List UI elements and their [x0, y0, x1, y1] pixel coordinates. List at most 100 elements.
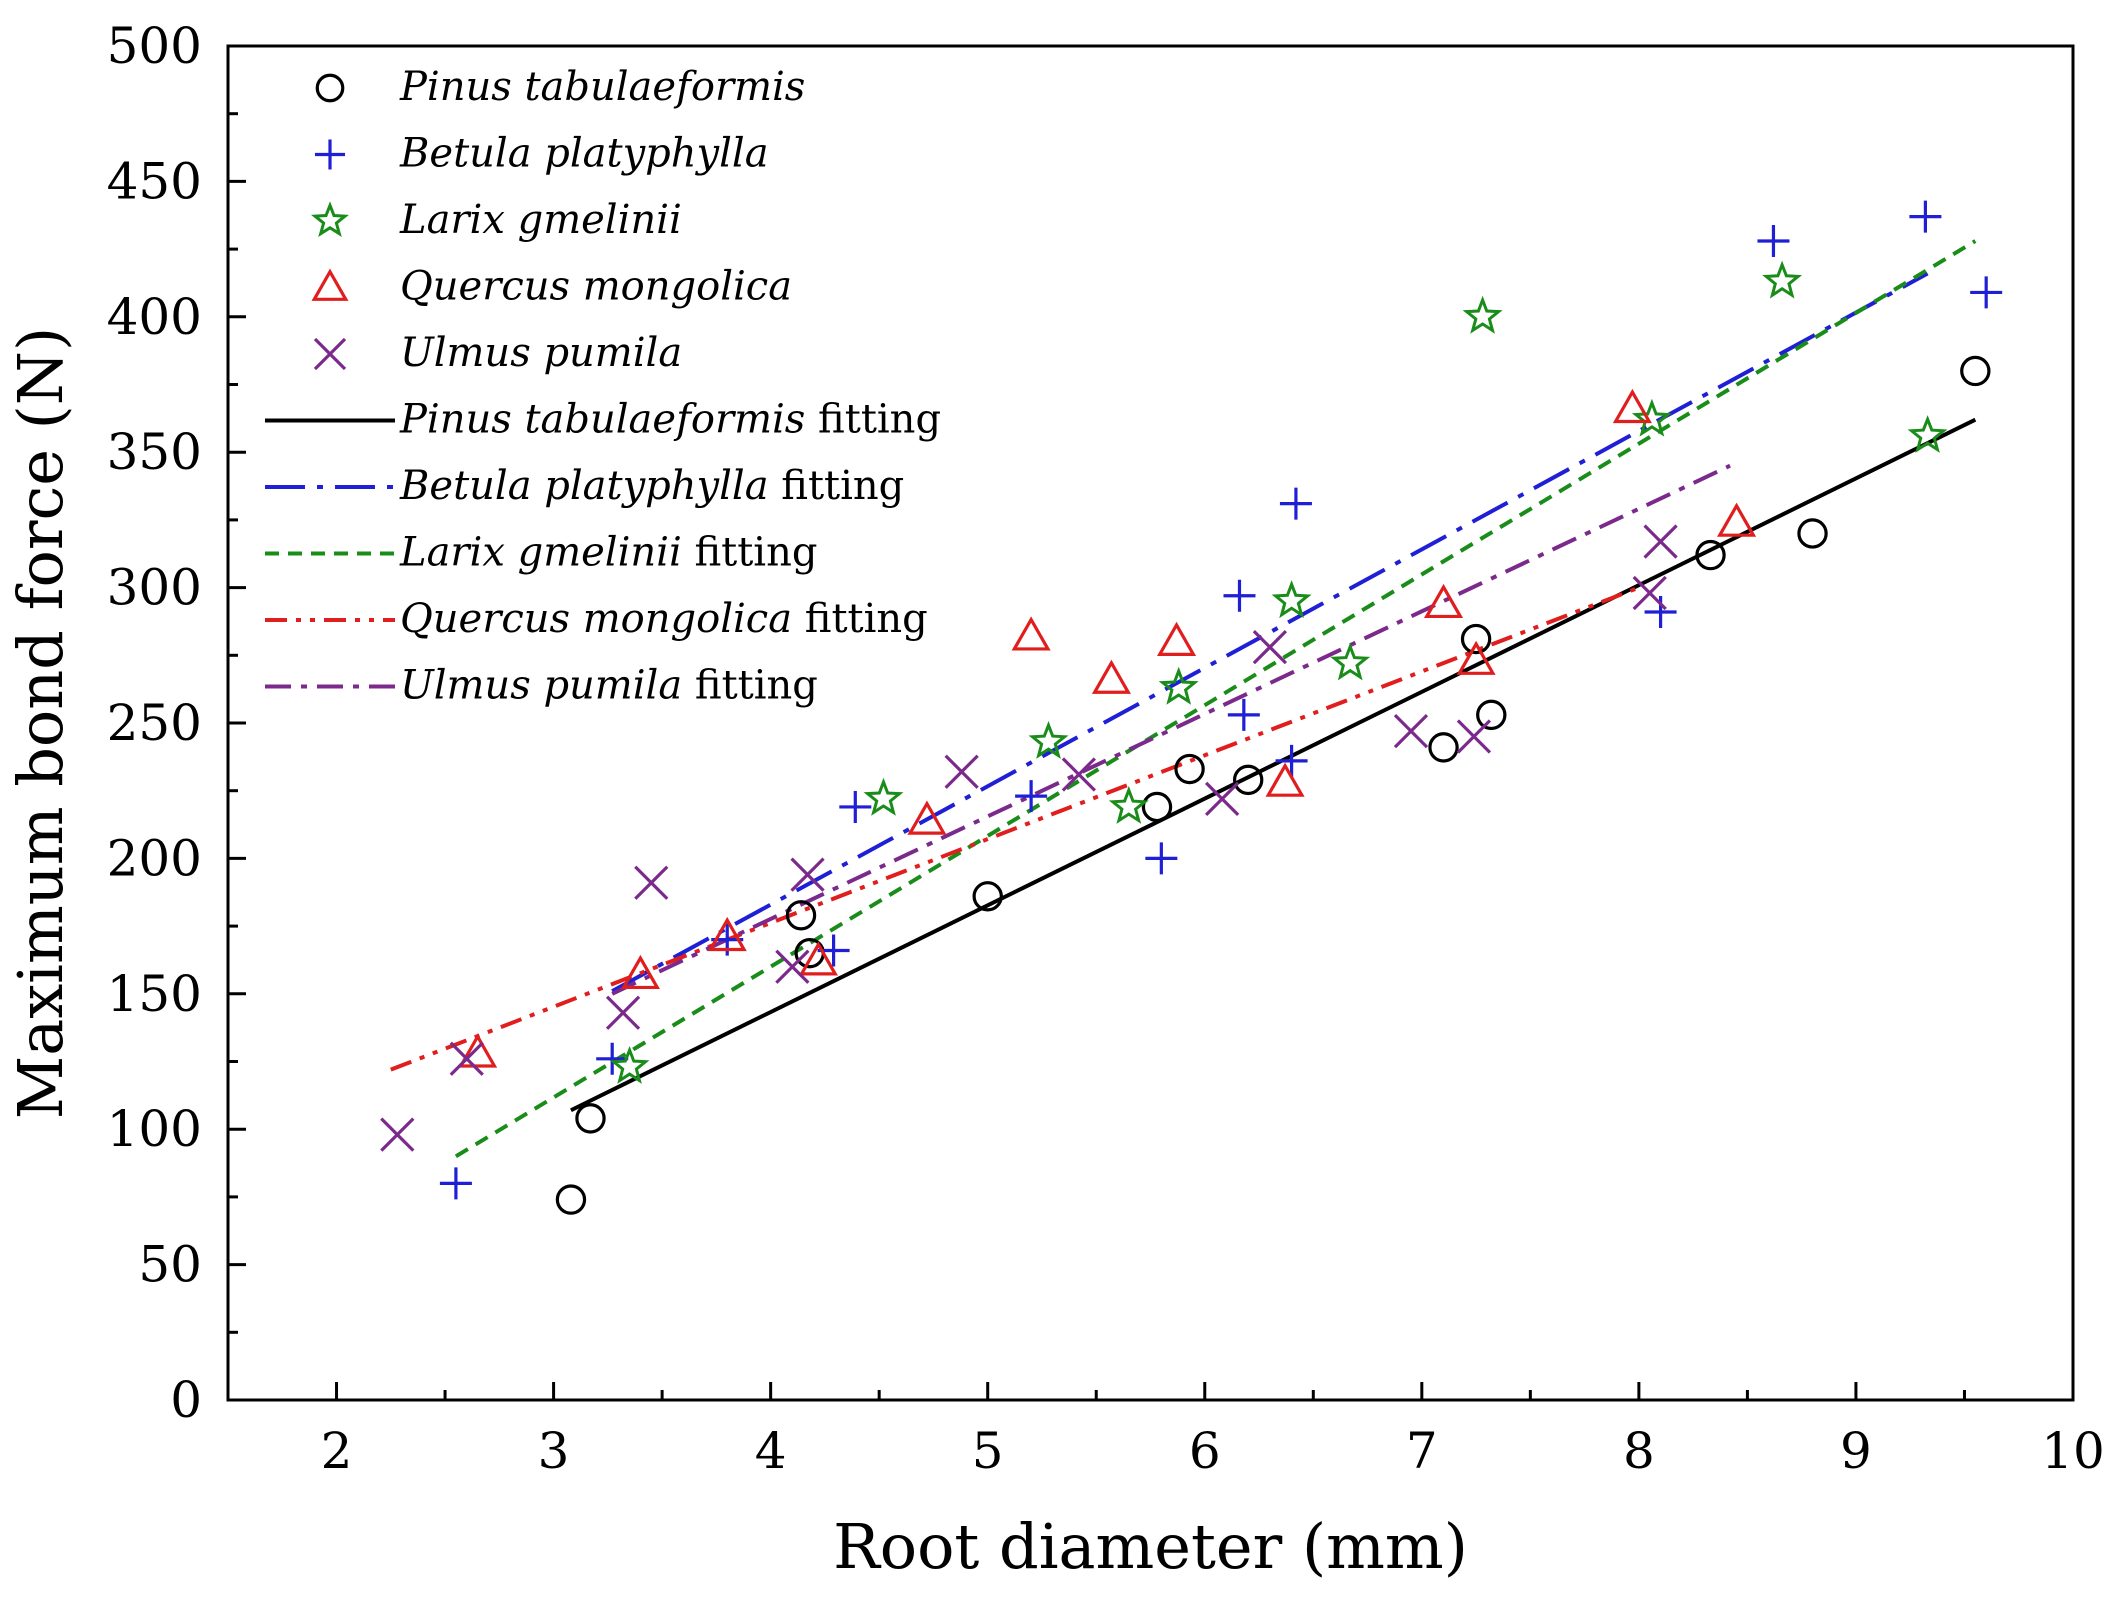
data-point-triangle [1717, 502, 1757, 537]
legend-fit-label: Ulmus pumila fitting [400, 663, 818, 709]
data-point-circle [1174, 753, 1205, 785]
legend-fit-label: Quercus mongolica fitting [400, 596, 928, 642]
data-point-circle [1428, 732, 1459, 763]
legend-marker-x [313, 337, 347, 371]
data-point-triangle [1423, 583, 1464, 619]
y-tick-label: 200 [107, 829, 202, 887]
data-point-triangle [620, 954, 660, 990]
data-point-plus [1227, 698, 1260, 731]
y-tick-label: 350 [107, 423, 202, 481]
data-point-star [1271, 580, 1312, 619]
data-point-x [775, 949, 810, 984]
fit-line-3 [390, 585, 1640, 1072]
data-point-star [1028, 721, 1069, 759]
data-point-plus [1909, 200, 1942, 233]
data-point-circle [785, 900, 817, 931]
data-point-circle [575, 1103, 606, 1134]
data-point-x [1643, 524, 1678, 559]
data-point-star [863, 777, 904, 816]
y-tick-label: 400 [107, 288, 202, 346]
y-tick-label: 50 [138, 1236, 202, 1294]
data-point-star [1631, 398, 1672, 437]
data-point-triangle [798, 941, 838, 976]
data-point-plus [439, 1167, 472, 1200]
data-point-circle [1695, 539, 1726, 571]
data-point-star [609, 1045, 650, 1084]
y-axis-title: Maximum bond force (N) [4, 327, 77, 1119]
data-point-plus [1644, 595, 1677, 628]
data-point-triangle [707, 916, 747, 952]
data-point-plus [1757, 224, 1790, 257]
data-point-plus [1970, 276, 2003, 309]
fit-line-2 [454, 239, 1977, 1158]
data-point-circle [972, 881, 1003, 912]
data-point-plus [1015, 780, 1048, 813]
data-point-triangle [1456, 640, 1496, 675]
x-tick-label: 9 [1840, 1422, 1872, 1480]
data-point-x [1393, 713, 1429, 749]
data-point-x [1204, 781, 1240, 816]
data-point-triangle [1091, 659, 1131, 694]
legend-label: Ulmus pumila [400, 330, 682, 376]
data-point-x [1456, 719, 1492, 754]
legend: Pinus tabulaeformis Betula platyphylla Lar… [265, 64, 941, 709]
y-tick-label: 450 [107, 152, 202, 210]
y-tick-label: 500 [107, 17, 202, 75]
data-point-x [449, 1041, 484, 1076]
data-point-star [1907, 415, 1948, 453]
data-point-circle [1476, 699, 1507, 731]
legend-fit-label: Betula platyphylla fitting [399, 463, 904, 509]
data-point-triangle [1156, 621, 1197, 656]
data-point-star [1158, 666, 1199, 705]
data-point-x [1061, 757, 1097, 792]
fit-line-0 [570, 417, 1977, 1113]
data-point-circle [1960, 355, 1991, 387]
data-point-triangle [458, 1033, 498, 1068]
x-tick-label: 8 [1623, 1422, 1655, 1480]
plot-frame [226, 44, 2075, 1402]
x-axis-title: Root diameter (mm) [833, 1510, 1468, 1583]
legend-fit-label: Larix gmelinii fitting [399, 530, 817, 576]
x-tick-label: 7 [1406, 1422, 1438, 1480]
data-point-x [1252, 630, 1288, 665]
y-tick-label: 100 [107, 1100, 202, 1158]
data-point-x [1632, 575, 1667, 611]
data-point-x [944, 754, 979, 789]
x-tick-label: 2 [321, 1422, 353, 1480]
data-point-x [634, 865, 669, 900]
legend-marker-triangle [311, 268, 349, 301]
x-tick-label: 5 [972, 1422, 1004, 1480]
legend-fit-label: Pinus tabulaeformis fitting [399, 397, 941, 443]
data-point-plus [596, 1042, 629, 1075]
y-tick-label: 300 [107, 559, 202, 617]
data-point-circle [1797, 518, 1828, 549]
y-tick-label: 250 [107, 694, 202, 752]
x-tick-label: 10 [2041, 1422, 2105, 1480]
data-point-plus [1275, 744, 1308, 777]
data-point-circle [555, 1184, 587, 1215]
data-point-circle [1460, 623, 1492, 655]
legend-marker-circle [315, 73, 345, 103]
data-point-circle [1232, 764, 1264, 796]
legend-marker-star [311, 201, 349, 238]
y-tick-label: 150 [107, 965, 202, 1023]
data-point-x [605, 995, 641, 1030]
data-point-plus [1279, 487, 1312, 520]
data-point-star [1330, 642, 1371, 681]
data-point-circle [1141, 791, 1173, 823]
data-point-triangle [1612, 388, 1652, 424]
x-tick-label: 3 [538, 1422, 570, 1480]
data-point-plus [1223, 579, 1256, 612]
data-point-plus [1145, 842, 1178, 875]
data-point-plus [839, 790, 872, 823]
y-tick-label: 0 [170, 1371, 202, 1429]
fit-line-1 [611, 271, 1929, 993]
x-tick-label: 6 [1189, 1422, 1221, 1480]
legend-label: Pinus tabulaeformis [399, 64, 805, 110]
data-point-x [790, 857, 825, 892]
legend-label: Quercus mongolica [400, 264, 792, 310]
data-point-triangle [907, 800, 947, 835]
legend-label: Larix gmelinii [399, 197, 682, 243]
legend-label: Betula platyphylla [399, 131, 769, 177]
